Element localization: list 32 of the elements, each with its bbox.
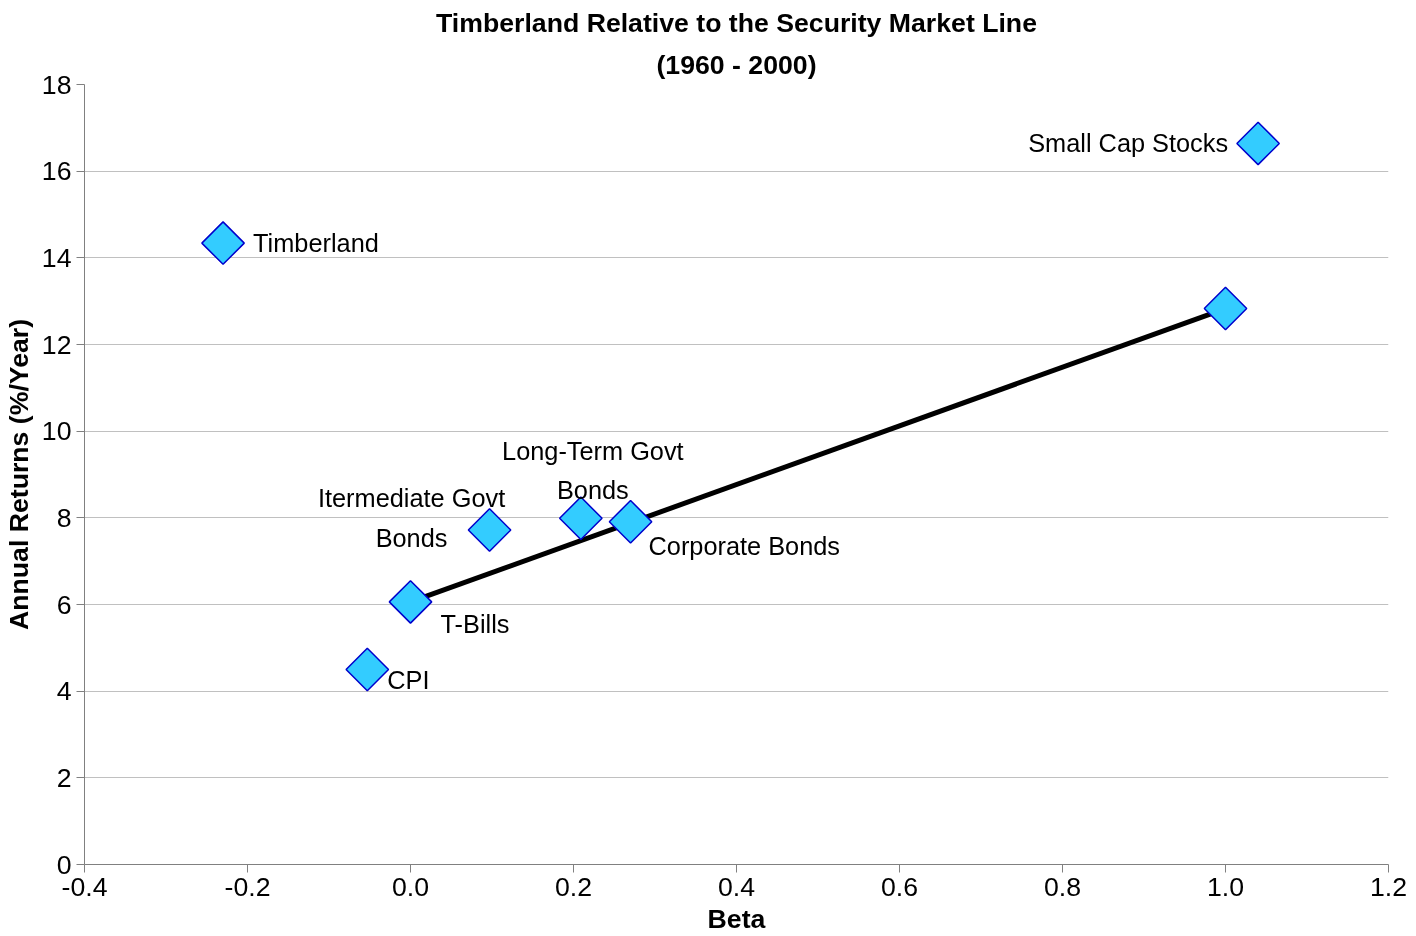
y-tick-label: 16 [41, 156, 72, 187]
chart-subtitle: (1960 - 2000) [656, 49, 817, 80]
y-tick-label: 14 [41, 242, 72, 273]
chart-title: Timberland Relative to the Security Market Line [436, 7, 1037, 38]
x-tick-label: 1.0 [1206, 871, 1245, 902]
y-tick-label: 8 [56, 502, 72, 533]
annotation: T-Bills [440, 609, 510, 638]
x-tick-label: 0.6 [880, 871, 919, 902]
y-tick-label: 12 [41, 329, 72, 360]
annotation: CPI [387, 665, 430, 694]
point [467, 508, 512, 552]
y-tick-label: 10 [41, 416, 72, 447]
y-axis-title: Annual Returns (%/Year) [3, 318, 34, 631]
x-tick-label: -0.2 [224, 871, 271, 902]
x-axis-title: Beta [707, 903, 766, 934]
x-tick-label: 0.0 [391, 871, 430, 902]
y-tick-label: 4 [56, 676, 72, 707]
y-tick-label: 2 [56, 762, 72, 793]
point [1203, 286, 1248, 331]
x-tick-label: 0.8 [1043, 871, 1082, 902]
annotation: Timberland [253, 229, 379, 258]
point [201, 221, 246, 266]
point [345, 647, 390, 692]
point [388, 579, 433, 624]
point [1236, 121, 1281, 166]
x-tick-label: 0.2 [554, 871, 593, 902]
x-tick-label: 0.4 [717, 871, 756, 902]
annotation: Corporate Bonds [648, 531, 841, 560]
y-tick-label: 18 [41, 69, 72, 100]
annotation: Small Cap Stocks [1028, 129, 1229, 158]
y-tick-label: 6 [56, 589, 72, 620]
x-tick-label: 1.2 [1369, 871, 1408, 902]
